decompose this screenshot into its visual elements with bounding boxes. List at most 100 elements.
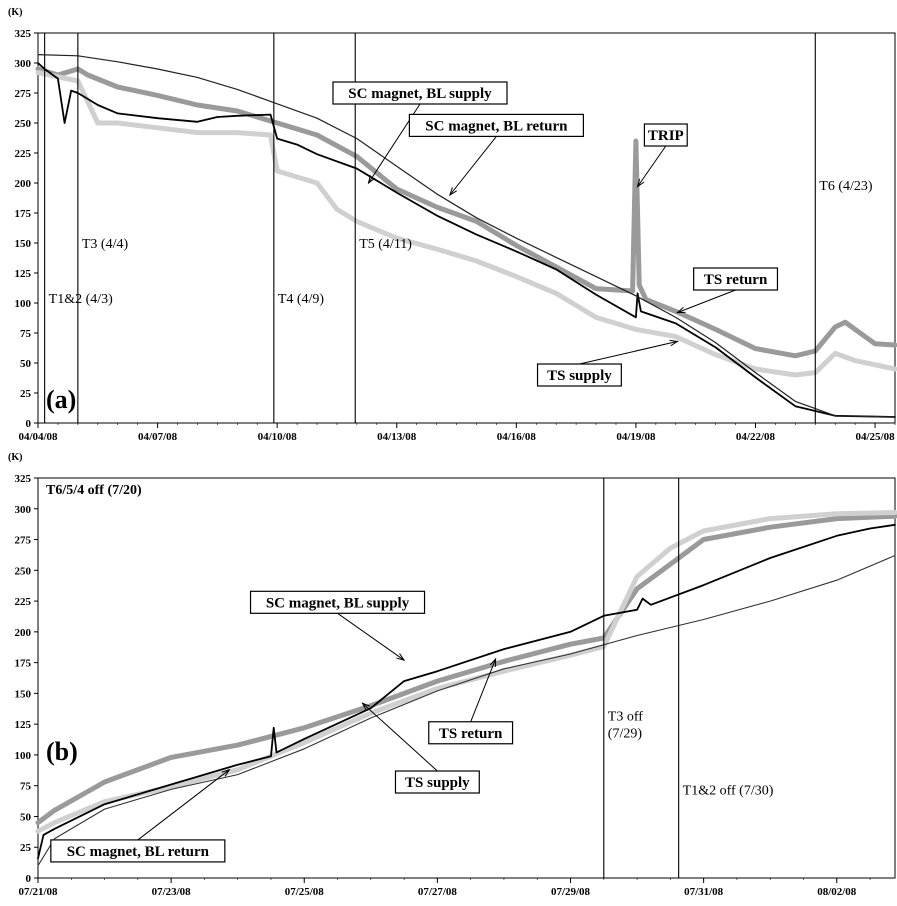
y-tick-label: 275	[15, 88, 32, 100]
event-label: T5 (4/11)	[359, 237, 412, 252]
y-tick-label: 175	[15, 658, 32, 670]
corner-note: T6/5/4 off (7/20)	[46, 483, 142, 498]
x-tick-label: 04/04/08	[18, 431, 58, 443]
x-tick-label: 07/29/08	[551, 886, 591, 898]
x-tick-label: 07/27/08	[418, 886, 458, 898]
x-tick-label: 04/16/08	[497, 431, 537, 443]
callout-label: SC magnet, BL supply	[266, 595, 410, 611]
x-tick-label: 04/13/08	[377, 431, 417, 443]
y-tick-label: 150	[15, 688, 32, 700]
callout-arrowhead	[448, 187, 457, 197]
y-tick-label: 275	[15, 535, 32, 547]
callout-arrow	[137, 769, 230, 841]
x-tick-label: 07/25/08	[285, 886, 325, 898]
callout-arrowhead	[669, 339, 679, 347]
y-tick-label: 75	[20, 328, 32, 340]
x-tick-label: 04/22/08	[736, 431, 776, 443]
callout-arrow	[470, 658, 497, 722]
y-tick-label: 225	[15, 148, 32, 160]
event-label: T4 (4/9)	[278, 292, 325, 307]
y-tick-label: 100	[15, 750, 32, 762]
callout-label: SC magnet, BL return	[67, 844, 210, 860]
callout-label: SC magnet, BL supply	[348, 86, 492, 102]
callout-box	[536, 363, 622, 387]
y-tick-label: 0	[26, 873, 32, 885]
callout-arrowhead	[361, 702, 371, 711]
callout-label: TS supply	[405, 775, 470, 791]
y-axis-unit: (K)	[8, 452, 22, 463]
x-tick-label: 04/25/08	[856, 431, 896, 443]
x-tick-label: 07/21/08	[18, 886, 58, 898]
callout-box	[408, 113, 584, 138]
callout-label: TS supply	[547, 368, 612, 384]
callout-label: TRIP	[648, 128, 684, 144]
callout-arrow	[579, 340, 678, 365]
series-line-ts-supply	[35, 70, 897, 378]
y-tick-label: 50	[20, 811, 32, 823]
callout-arrow	[677, 289, 736, 314]
y-tick-label: 175	[15, 208, 32, 220]
callout-arrow	[362, 702, 438, 772]
callout-arrowhead	[221, 768, 231, 777]
callout-arrowhead	[676, 306, 686, 314]
callout-label: TS return	[439, 726, 503, 742]
y-tick-label: 325	[15, 473, 32, 485]
callout-box	[428, 721, 514, 745]
y-tick-label: 25	[20, 842, 32, 854]
series-line-sc-magnet-bl-supply	[37, 53, 896, 418]
y-tick-label: 25	[20, 388, 32, 400]
event-label: T3 (4/4)	[82, 237, 129, 252]
event-label: T1&2 off (7/30)	[683, 783, 774, 798]
callout-arrowhead	[636, 178, 645, 188]
event-label: T6 (4/23)	[819, 179, 873, 194]
y-tick-label: 200	[15, 627, 32, 639]
chart-panel-b: (K) 0 25 50 75 100 125 150 175 200 225 250 275 300 325…	[8, 452, 897, 898]
y-tick-label: 225	[15, 596, 32, 608]
callout-arrowhead	[367, 175, 376, 185]
callout-label: TS return	[704, 272, 768, 288]
callout-arrow	[637, 145, 667, 187]
x-tick-label: 04/07/08	[138, 431, 178, 443]
y-tick-label: 150	[15, 238, 32, 250]
y-tick-label: 50	[20, 358, 32, 370]
callout-box	[50, 839, 226, 863]
series-line-sc-magnet-bl-supply	[37, 523, 896, 860]
panel-label: (a)	[46, 385, 76, 414]
callout-arrowhead	[396, 653, 406, 661]
y-tick-label: 300	[15, 58, 32, 70]
x-tick-label: 07/23/08	[152, 886, 192, 898]
series-line-sc-magnet-bl-return	[37, 62, 896, 418]
event-label: T3 off	[608, 709, 643, 724]
y-tick-label: 250	[15, 565, 32, 577]
x-tick-label: 08/02/08	[817, 886, 857, 898]
x-tick-label: 07/31/08	[684, 886, 724, 898]
y-tick-label: 75	[20, 781, 32, 793]
callout-box	[249, 590, 426, 614]
y-tick-label: 200	[15, 178, 32, 190]
y-tick-label: 0	[26, 418, 32, 430]
callout-arrow	[449, 136, 497, 196]
callout-arrow	[337, 612, 405, 661]
callout-box	[394, 770, 480, 794]
event-label: T1&2 (4/3)	[49, 292, 113, 307]
y-tick-label: 250	[15, 118, 32, 130]
x-tick-label: 04/19/08	[616, 431, 656, 443]
y-tick-label: 125	[15, 268, 32, 280]
y-tick-label: 125	[15, 719, 32, 731]
y-tick-label: 100	[15, 298, 32, 310]
panel-label: (b)	[46, 737, 78, 766]
y-tick-label: 325	[15, 28, 32, 40]
callout-box	[693, 267, 779, 291]
callout-arrowhead	[489, 657, 497, 667]
series-line-sc-magnet-bl-return	[37, 554, 896, 867]
y-tick-label: 300	[15, 504, 32, 516]
y-axis-unit: (K)	[8, 7, 22, 18]
x-tick-label: 04/10/08	[258, 431, 298, 443]
chart-panel-a: (K) 0 25 50 75 100 125 150 175 200 225 250 275 300 325…	[8, 7, 897, 443]
series-line-ts-return	[35, 513, 897, 826]
plot-area	[37, 477, 896, 879]
callout-box	[643, 123, 688, 147]
event-label-date: (7/29)	[608, 726, 643, 741]
callout-box	[332, 81, 508, 105]
